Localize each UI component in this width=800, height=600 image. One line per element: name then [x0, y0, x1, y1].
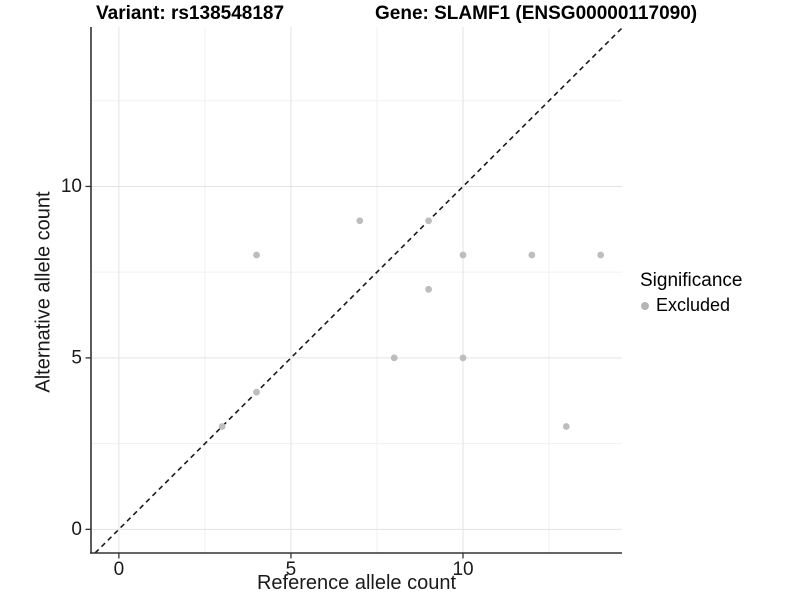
- data-point: [562, 423, 570, 430]
- legend: Significance Excluded: [640, 269, 742, 316]
- data-point: [356, 217, 364, 225]
- y-tick-label: 10: [61, 176, 82, 197]
- data-point: [597, 251, 605, 259]
- data-point: [459, 354, 467, 362]
- x-axis-title: Reference allele count: [256, 572, 456, 594]
- gene-title: Gene: SLAMF1 (ENSG00000117090): [375, 3, 698, 24]
- x-tick-label: 0: [114, 559, 125, 580]
- excluded-point-icon: [641, 301, 649, 310]
- data-point: [425, 285, 432, 293]
- y-tick-label: 5: [71, 347, 82, 368]
- x-tick-label: 10: [452, 559, 473, 580]
- y-tick-label: 0: [71, 519, 82, 540]
- data-point: [528, 251, 536, 259]
- x-tick-label: 5: [286, 559, 297, 580]
- y-axis-title: Alternative allele count: [32, 191, 55, 393]
- variant-title: Variant: rs138548187: [96, 3, 285, 24]
- legend-entry-label: Excluded: [656, 295, 731, 315]
- data-point: [253, 251, 260, 259]
- data-point: [459, 251, 467, 259]
- legend-title: Significance: [640, 270, 743, 291]
- data-point: [425, 217, 432, 225]
- data-point: [218, 423, 226, 430]
- legend-entry-excluded: Excluded: [640, 295, 742, 316]
- identity-line: [94, 27, 623, 554]
- data-point: [390, 354, 398, 362]
- data-point: [253, 388, 260, 396]
